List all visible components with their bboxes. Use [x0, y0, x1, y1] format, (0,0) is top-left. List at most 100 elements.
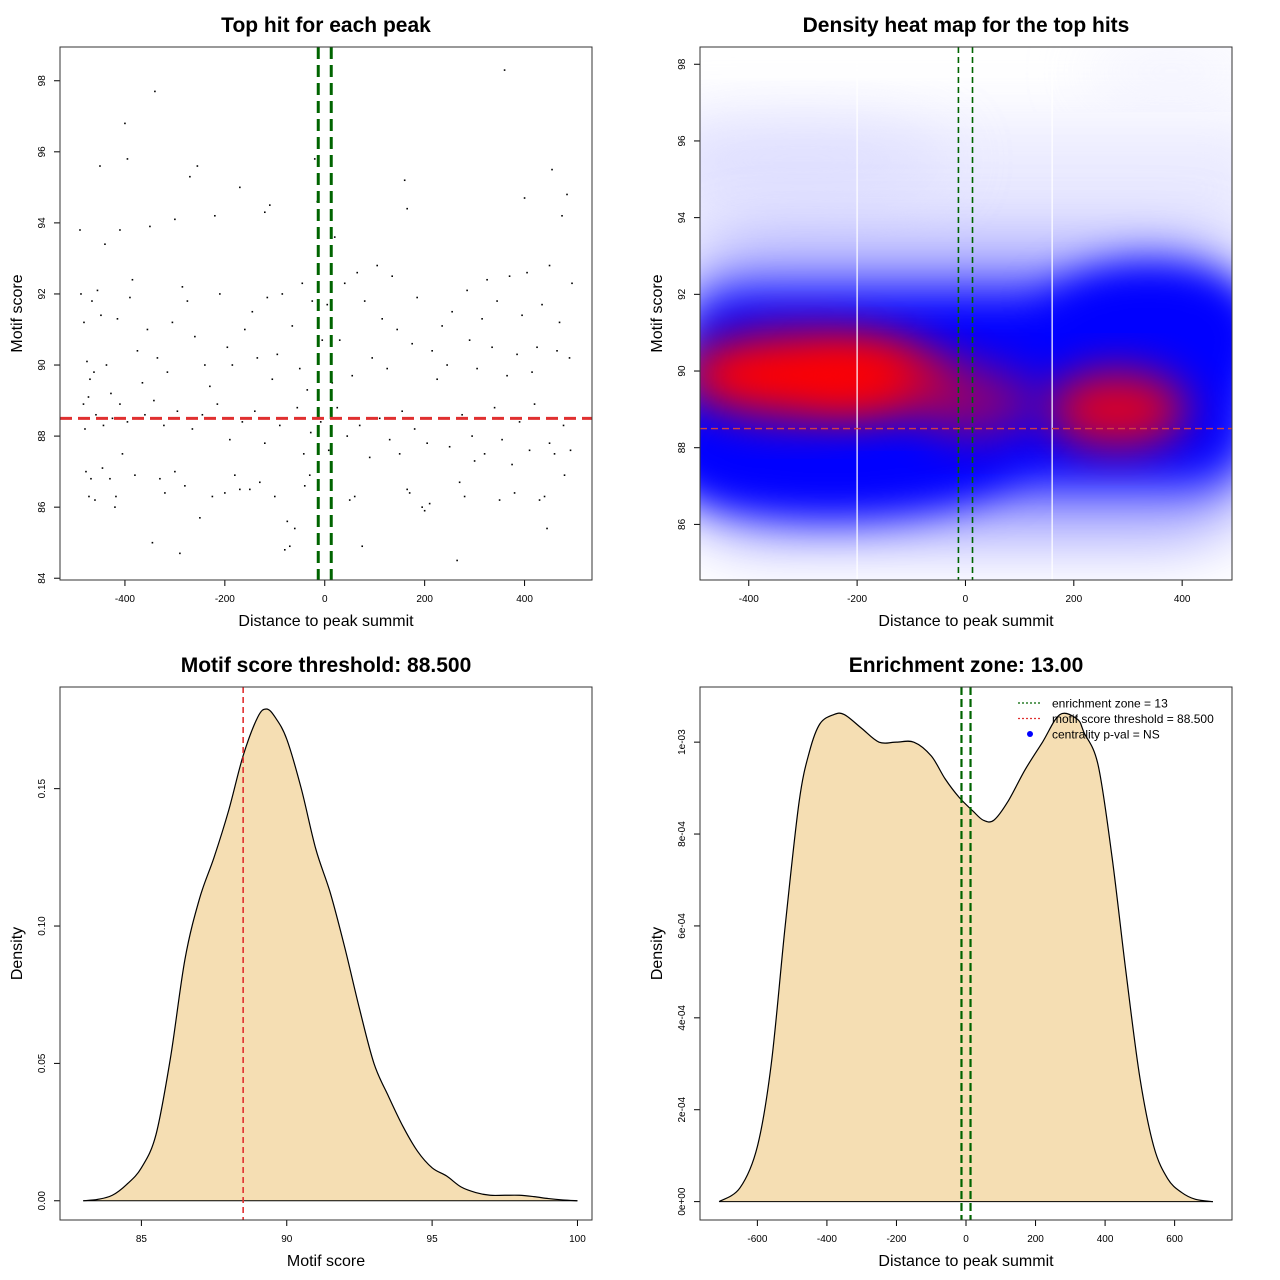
scatter-point	[259, 481, 261, 484]
scatter-point	[446, 364, 448, 366]
heatmap-hotspot	[916, 365, 1037, 438]
scatter-point	[146, 328, 149, 331]
y-tick-label: 90	[677, 365, 688, 377]
scatter-point	[361, 545, 364, 548]
x-tick-label: 100	[569, 1234, 586, 1245]
scatter-point	[371, 357, 374, 359]
y-tick-label: 6e-04	[677, 913, 688, 939]
scatter-point	[256, 357, 259, 359]
scatter-point	[111, 417, 114, 420]
x-axis-label-3: Motif score	[287, 1253, 365, 1270]
chart-title-2: Density heat map for the top hits	[803, 14, 1130, 37]
scatter-point	[403, 179, 406, 182]
legend-label: motif score threshold = 88.500	[1052, 712, 1214, 726]
scatter-point	[363, 300, 366, 302]
scatter-point	[468, 339, 471, 341]
x-axis-label-4: Distance to peak summit	[878, 1253, 1054, 1270]
scatter-point	[566, 193, 568, 196]
y-tick-label: 0.15	[37, 778, 48, 798]
scatter-point	[87, 396, 90, 398]
scatter-point	[144, 413, 146, 416]
scatter-point	[398, 453, 401, 455]
scatter-point	[296, 406, 299, 409]
scatter-point	[521, 314, 523, 317]
legend-label: enrichment zone = 13	[1052, 697, 1168, 711]
scatter-point	[568, 357, 571, 359]
scatter-point	[179, 552, 181, 555]
scatter-point	[301, 282, 304, 285]
scatter-point	[388, 438, 391, 441]
y-tick-label: 86	[677, 518, 688, 530]
scatter-point	[558, 321, 561, 324]
scatter-point	[109, 477, 111, 480]
scatter-point	[376, 264, 379, 267]
scatter-point	[90, 477, 92, 480]
y-tick-label: 88	[37, 430, 48, 442]
scatter-point	[231, 364, 234, 366]
scatter-point	[543, 495, 546, 498]
scatter-point	[159, 477, 161, 480]
scatter-point	[473, 460, 476, 462]
heatmap-haze-blob	[700, 120, 953, 201]
y-tick-label: 0.00	[37, 1191, 48, 1211]
density-area-fill	[83, 708, 578, 1201]
y-tick-label: 96	[37, 146, 48, 158]
scatter-point	[463, 495, 466, 498]
scatter-point	[95, 413, 97, 416]
scatter-point	[327, 449, 330, 452]
y-tick-label: 0e+00	[677, 1187, 688, 1216]
scatter-point	[171, 321, 174, 324]
x-tick-label: 0	[963, 1234, 969, 1245]
heatmap-core-blob	[1039, 262, 1232, 403]
y-tick-label: 1e-03	[677, 729, 688, 755]
scatter-point	[346, 435, 349, 437]
y-axis-label-2: Motif score	[649, 274, 666, 352]
scatter-point	[116, 318, 119, 320]
scatter-point	[411, 342, 413, 345]
x-axis-label-1: Distance to peak summit	[238, 613, 414, 630]
scatter-point	[563, 474, 566, 476]
scatter-point	[89, 378, 91, 381]
scatter-point	[483, 453, 486, 455]
scatter-point	[471, 435, 473, 437]
y-tick-label: 4e-04	[677, 1005, 688, 1031]
scatter-point	[239, 488, 241, 491]
scatter-point	[264, 442, 266, 444]
x-tick-label: 200	[1065, 594, 1082, 605]
y-axis-label-3: Density	[9, 927, 26, 980]
panel-score-density: Motif score threshold: 88.500 Motif score…	[9, 654, 593, 1270]
scatter-point	[391, 275, 393, 277]
scatter-point	[184, 485, 186, 487]
scatter-point	[186, 300, 189, 302]
scatter-point	[466, 289, 468, 292]
scatter-point	[436, 378, 438, 381]
y-tick-label: 98	[37, 75, 48, 87]
scatter-point	[273, 495, 276, 498]
scatter-point	[82, 403, 85, 405]
scatter-point	[249, 488, 251, 491]
y-tick-label: 2e-04	[677, 1096, 688, 1122]
scatter-point	[201, 413, 204, 416]
scatter-point	[319, 421, 322, 423]
x-axis-label-2: Distance to peak summit	[878, 613, 1054, 630]
scatter-point	[119, 403, 121, 405]
scatter-point	[101, 467, 104, 469]
scatter-point	[528, 449, 531, 452]
scatter-point	[516, 353, 518, 356]
scatter-point	[326, 303, 329, 306]
scatter-point	[80, 293, 82, 295]
scatter-point	[84, 428, 86, 430]
x-tick-label: 95	[427, 1234, 439, 1245]
scatter-point	[211, 495, 214, 498]
scatter-point	[302, 453, 305, 455]
scatter-point	[431, 350, 433, 352]
scatter-point	[406, 207, 408, 210]
scatter-point	[99, 165, 101, 167]
scatter-point	[553, 453, 556, 455]
scatter-point	[88, 495, 90, 498]
scatter-point	[416, 296, 418, 299]
y-tick-label: 96	[677, 135, 688, 147]
scatter-point	[166, 371, 169, 373]
scatter-point	[308, 474, 311, 476]
